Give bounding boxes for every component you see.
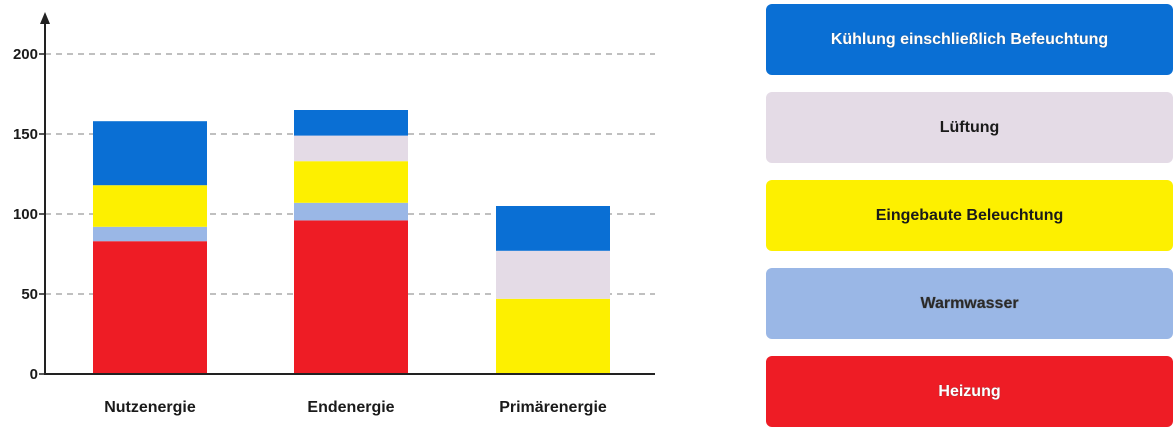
stacked-bar-chart: 0 50 100 150 200 Nutzenergie Endenergie Primär… [13, 12, 655, 416]
x-category-label: Endenergie [307, 399, 394, 416]
legend-label-kuehlung: Kühlung einschließlich Befeuchtung [830, 30, 1109, 48]
bar-segment [93, 121, 207, 186]
y-tick-label: 0 [30, 366, 38, 383]
y-tick-labels: 0 50 100 150 200 [13, 46, 38, 383]
y-tick-label: 200 [13, 46, 38, 63]
legend-item-lueftung: Lüftung [766, 92, 1173, 163]
y-tick-label: 50 [21, 286, 38, 303]
bar-segment [496, 206, 610, 251]
legend-label-lueftung: Lüftung [939, 118, 1000, 136]
y-tick-label: 150 [13, 126, 38, 143]
y-axis-arrow-icon [40, 12, 50, 24]
bar-segment [93, 226, 207, 242]
x-category-label: Nutzenergie [104, 399, 196, 416]
bar-segment [93, 185, 207, 227]
x-category-labels: Nutzenergie Endenergie Primärenergie [104, 399, 607, 416]
axes [40, 12, 655, 375]
legend-item-beleuchtung: Eingebaute Beleuchtung [766, 180, 1173, 251]
legend-label-beleuchtung: Eingebaute Beleuchtung [875, 206, 1064, 224]
bars [93, 110, 610, 374]
legend-item-warmwasser: Warmwasser [766, 268, 1173, 339]
bar-segment [294, 110, 408, 136]
y-tick-label: 100 [13, 206, 38, 223]
bar-segment [496, 298, 610, 374]
bar-segment [294, 202, 408, 221]
bar-segment [93, 241, 207, 374]
legend-item-heizung: Heizung [766, 356, 1173, 427]
bar-segment [294, 135, 408, 162]
x-category-label: Primärenergie [499, 399, 607, 416]
legend-label-warmwasser: Warmwasser [920, 294, 1019, 312]
legend-item-kuehlung: Kühlung einschließlich Befeuchtung [766, 4, 1173, 75]
legend: Kühlung einschließlich Befeuchtung Lüftu… [766, 0, 1173, 427]
bar-segment [294, 220, 408, 374]
bar-segment [496, 250, 610, 299]
legend-label-heizung: Heizung [938, 382, 1001, 400]
bar-segment [294, 161, 408, 203]
